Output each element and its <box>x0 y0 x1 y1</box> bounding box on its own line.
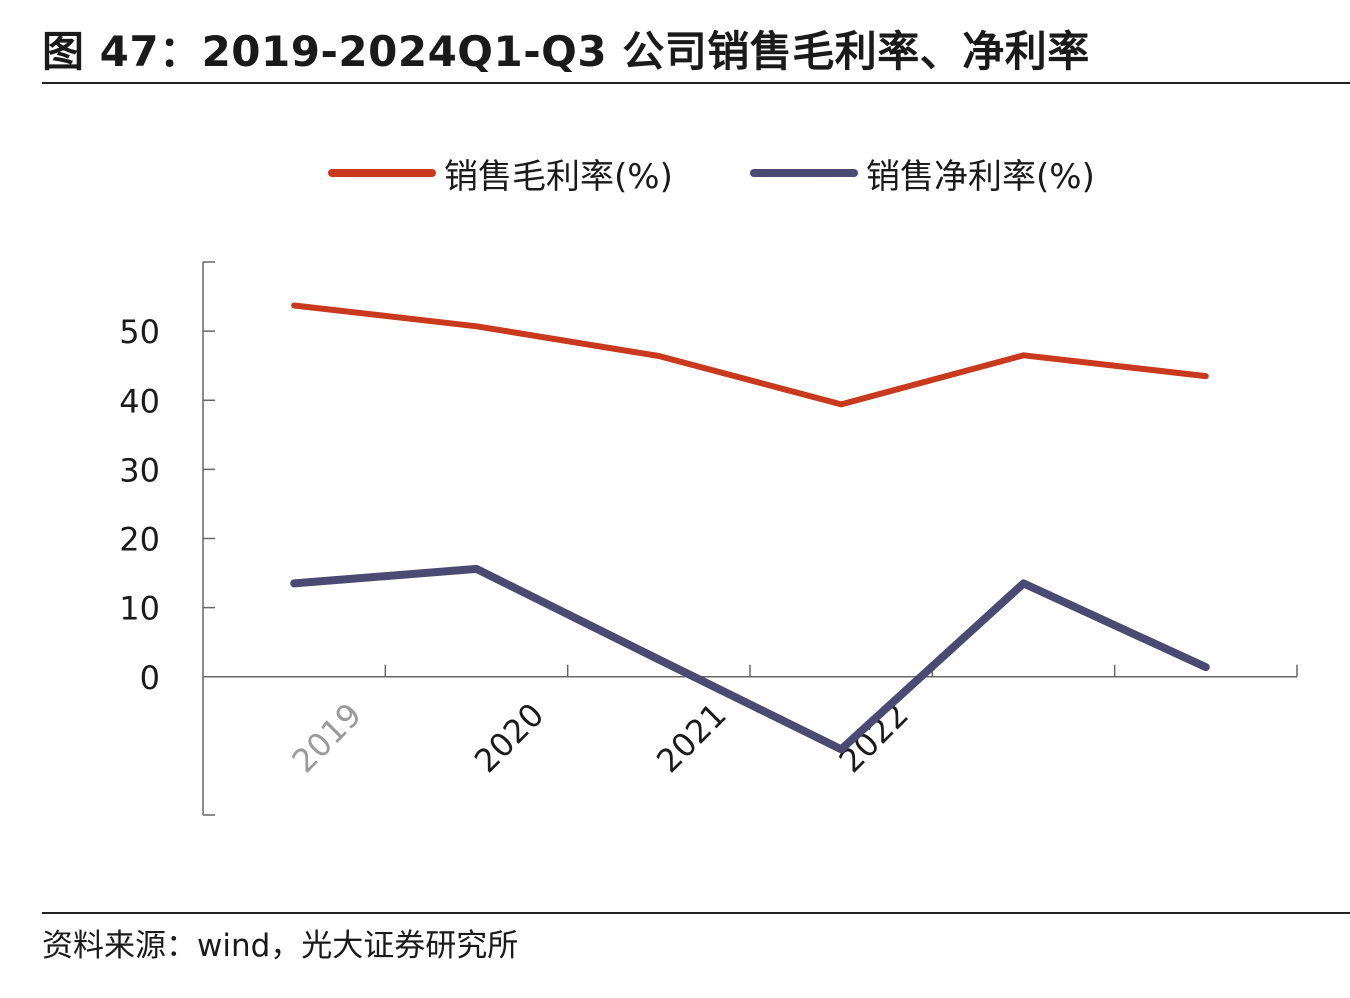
y-tick-label: 40 <box>119 382 160 420</box>
y-tick-label: 20 <box>119 521 160 559</box>
series-line-net-margin <box>290 564 1210 754</box>
y-tick-label: 0 <box>140 659 160 697</box>
x-tick-label: 2019 <box>285 696 369 780</box>
y-tick-label: 10 <box>119 590 160 628</box>
chart-legend: 销售毛利率(%) 销售净利率(%) <box>0 148 1350 198</box>
y-tick-label: 30 <box>119 451 160 489</box>
series-layer <box>290 302 1210 754</box>
x-tick-label: 2020 <box>467 696 551 780</box>
legend-item-net-margin: 销售净利率(%) <box>750 148 1095 198</box>
legend-swatch-net-margin <box>750 169 858 177</box>
y-tick-label: 50 <box>119 313 160 351</box>
chart-title: 图 47：2019-2024Q1-Q3 公司销售毛利率、净利率 <box>42 27 1090 76</box>
legend-item-gross-margin: 销售毛利率(%) <box>328 148 673 198</box>
legend-label-net-margin: 销售净利率(%) <box>866 156 1095 197</box>
legend-swatch-gross-margin <box>328 169 436 177</box>
source-note: 资料来源：wind，光大证券研究所 <box>42 928 519 964</box>
chart-axes: 0 10 20 30 40 50 2019 2020 2021 2022 <box>119 261 1298 816</box>
source-divider <box>42 912 1350 914</box>
x-tick-label: 2022 <box>832 696 916 780</box>
series-line-gross-margin <box>291 302 1209 408</box>
x-tick-label: 2021 <box>649 696 733 780</box>
legend-label-gross-margin: 销售毛利率(%) <box>444 156 673 197</box>
title-divider <box>42 82 1350 84</box>
